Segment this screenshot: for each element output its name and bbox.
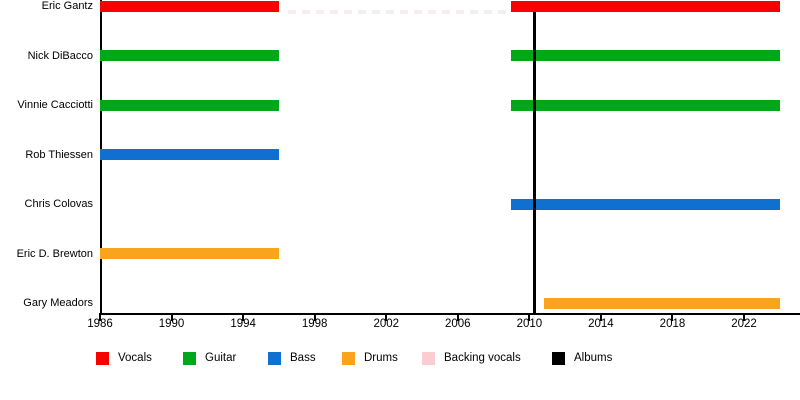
axis-tick bbox=[456, 315, 459, 321]
axis-tick bbox=[242, 315, 245, 321]
axis-tick-label: 1990 bbox=[158, 318, 185, 330]
album-release-line bbox=[533, 11, 537, 313]
member-label: Rob Thiessen bbox=[25, 148, 93, 161]
legend-label-backing_vocals: Backing vocals bbox=[444, 352, 521, 364]
timeline-bar-vocals bbox=[100, 0, 279, 12]
axis-tick-label: 1994 bbox=[230, 318, 256, 330]
axis-tick-label: 2006 bbox=[445, 318, 471, 330]
timeline-bar-vocals bbox=[511, 0, 780, 12]
member-label: Nick DiBacco bbox=[27, 49, 93, 62]
timeline-bar-guitar bbox=[100, 50, 279, 61]
axis-tick-label: 2018 bbox=[659, 318, 686, 330]
legend-swatch-backing_vocals bbox=[422, 352, 435, 365]
legend-swatch-bass bbox=[268, 352, 281, 365]
legend-label-bass: Bass bbox=[290, 352, 316, 364]
legend-label-drums: Drums bbox=[364, 352, 398, 364]
axis-tick-label: 2022 bbox=[731, 318, 757, 330]
timeline-bar-bass bbox=[511, 198, 780, 210]
member-label: Gary Meadors bbox=[23, 297, 93, 309]
member-label: Chris Colovas bbox=[24, 198, 93, 210]
timeline-bar-guitar bbox=[511, 99, 780, 111]
plot-area: 1986 1990 1994 1998 2002 2006 2010 2014 2018 2022 bbox=[87, 0, 800, 330]
axis-tick bbox=[528, 315, 531, 321]
member-label: Eric Gantz bbox=[41, 0, 93, 12]
axis-tick-label: 1986 bbox=[87, 318, 113, 330]
timeline-bar-drums bbox=[543, 297, 780, 309]
legend-label-guitar: Guitar bbox=[205, 352, 237, 364]
legend-label-vocals: Vocals bbox=[118, 352, 152, 364]
axis-tick bbox=[599, 315, 602, 321]
axis-tick bbox=[313, 315, 316, 321]
member-label: Vinnie Cacciotti bbox=[17, 99, 93, 111]
legend-swatch-vocals bbox=[96, 352, 109, 365]
axis-tick bbox=[671, 315, 674, 321]
legend-swatch-albums bbox=[552, 352, 565, 365]
hiatus-dashed-line bbox=[287, 10, 509, 14]
axis-tick-label: 2014 bbox=[588, 318, 614, 330]
timeline-bar-drums bbox=[100, 248, 279, 259]
axis-tick-label: 2010 bbox=[516, 318, 543, 330]
axis-tick bbox=[170, 315, 173, 321]
legend-swatch-drums bbox=[342, 352, 355, 365]
member-label: Eric D. Brewton bbox=[16, 247, 93, 260]
x-axis-line bbox=[99, 313, 800, 315]
timeline-bar-guitar bbox=[511, 50, 780, 61]
timeline-bar-bass bbox=[100, 149, 279, 160]
axis-tick bbox=[385, 315, 388, 321]
legend-label-albums: Albums bbox=[574, 352, 613, 364]
axis-tick bbox=[99, 315, 101, 321]
axis-tick bbox=[743, 315, 746, 321]
axis-tick-label: 2002 bbox=[373, 318, 400, 330]
axis-tick-label: 1998 bbox=[301, 318, 328, 330]
timeline-bar-guitar bbox=[100, 99, 279, 111]
legend-swatch-guitar bbox=[183, 352, 196, 365]
